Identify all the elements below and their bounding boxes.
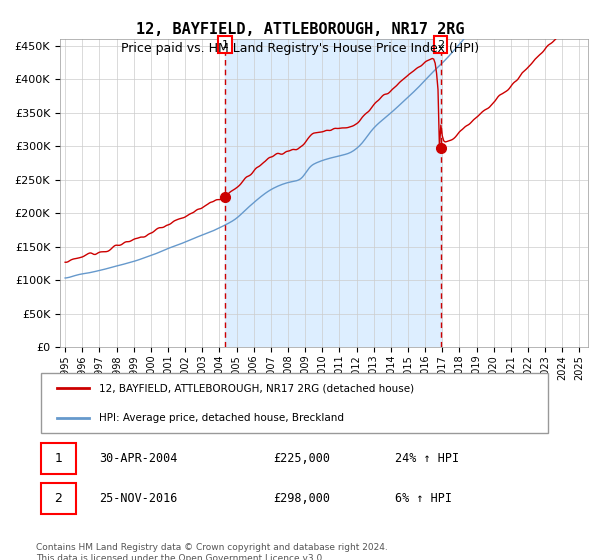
FancyBboxPatch shape	[41, 373, 548, 433]
Text: HPI: Average price, detached house, Breckland: HPI: Average price, detached house, Brec…	[100, 413, 344, 423]
Text: 6% ↑ HPI: 6% ↑ HPI	[395, 492, 452, 505]
Text: 25-NOV-2016: 25-NOV-2016	[100, 492, 178, 505]
Text: 2: 2	[55, 492, 62, 505]
FancyBboxPatch shape	[41, 483, 76, 514]
Text: 1: 1	[55, 452, 62, 465]
Bar	[225, 39, 440, 347]
Text: 30-APR-2004: 30-APR-2004	[100, 452, 178, 465]
Text: 12, BAYFIELD, ATTLEBOROUGH, NR17 2RG (detached house): 12, BAYFIELD, ATTLEBOROUGH, NR17 2RG (de…	[100, 384, 415, 394]
Text: £298,000: £298,000	[274, 492, 331, 505]
Text: 1: 1	[221, 40, 229, 49]
Text: 12, BAYFIELD, ATTLEBOROUGH, NR17 2RG: 12, BAYFIELD, ATTLEBOROUGH, NR17 2RG	[136, 22, 464, 38]
Text: Price paid vs. HM Land Registry's House Price Index (HPI): Price paid vs. HM Land Registry's House …	[121, 42, 479, 55]
Text: 24% ↑ HPI: 24% ↑ HPI	[395, 452, 459, 465]
Text: 2: 2	[437, 40, 444, 49]
FancyBboxPatch shape	[41, 443, 76, 474]
Text: £225,000: £225,000	[274, 452, 331, 465]
Text: Contains HM Land Registry data © Crown copyright and database right 2024.
This d: Contains HM Land Registry data © Crown c…	[36, 543, 388, 560]
